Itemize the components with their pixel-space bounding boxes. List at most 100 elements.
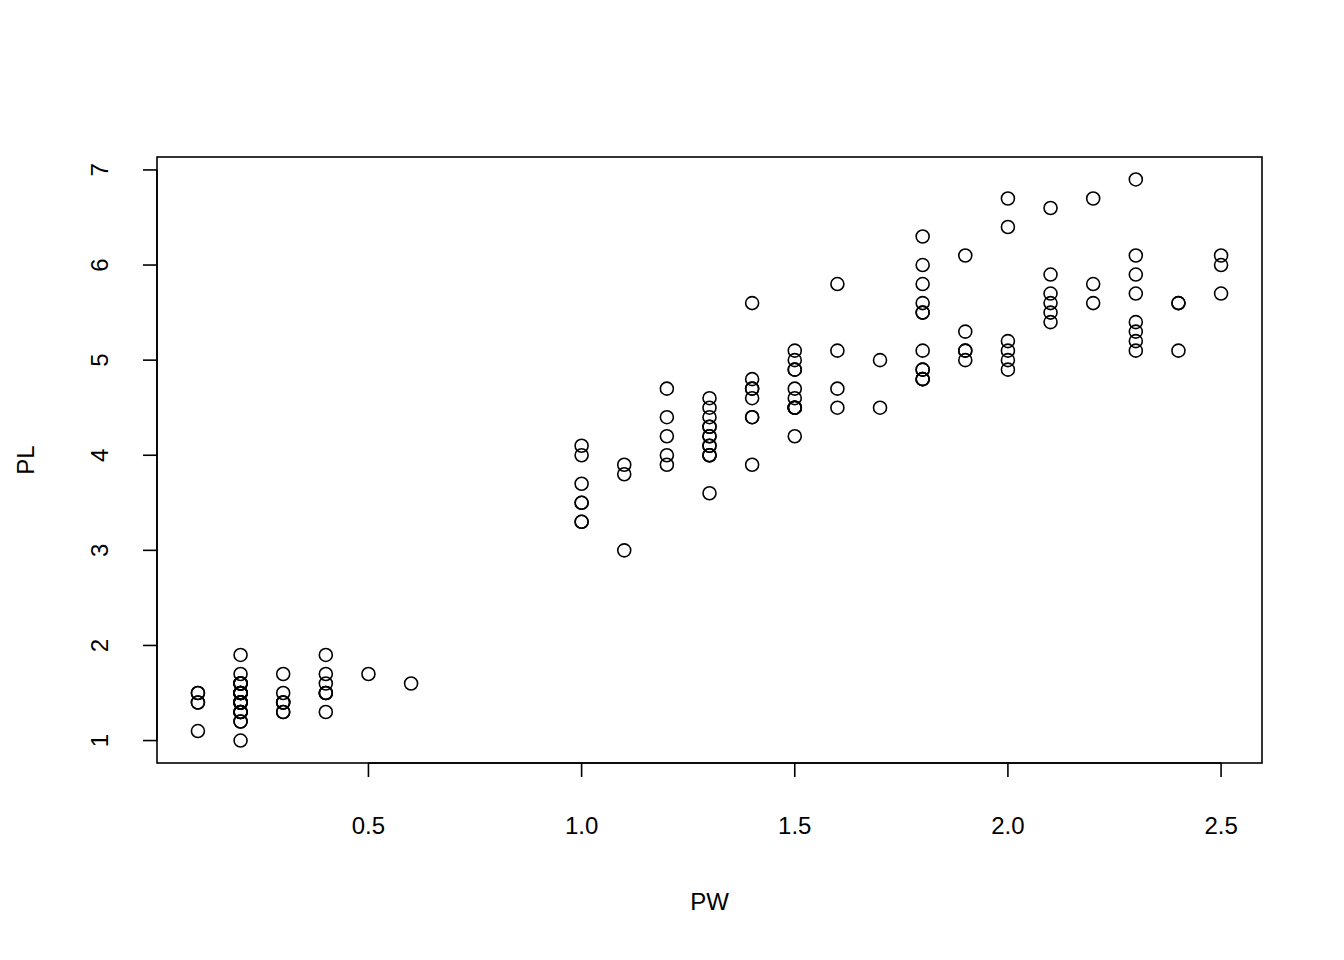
point [1087, 192, 1100, 205]
point [191, 696, 204, 709]
point [703, 420, 716, 433]
point [788, 344, 801, 357]
point [234, 696, 247, 709]
point [1129, 268, 1142, 281]
tick-label: 2 [86, 639, 113, 652]
tick [1007, 763, 1009, 777]
tick-label: 3 [86, 544, 113, 557]
point [788, 401, 801, 414]
point [746, 373, 759, 386]
point [1087, 278, 1100, 291]
point [1215, 287, 1228, 300]
tick-label: 5 [86, 353, 113, 366]
page: {"chart_data": {"type": "scatter", "x_la… [0, 0, 1344, 960]
point [788, 382, 801, 395]
point [916, 344, 929, 357]
point [916, 278, 929, 291]
point [234, 696, 247, 709]
point [277, 696, 290, 709]
point [831, 382, 844, 395]
point [788, 401, 801, 414]
point [234, 696, 247, 709]
point [191, 696, 204, 709]
tick [1220, 763, 1222, 777]
point [405, 677, 418, 690]
point [234, 734, 247, 747]
point [746, 411, 759, 424]
point [916, 373, 929, 386]
tick [143, 550, 157, 552]
point [277, 696, 290, 709]
point [660, 430, 673, 443]
point [234, 696, 247, 709]
point [618, 468, 631, 481]
tick-label: 0.5 [352, 812, 385, 839]
tick [143, 454, 157, 456]
tick [143, 645, 157, 647]
tick-label: 1.0 [565, 812, 598, 839]
x-axis-title: PW [690, 888, 729, 915]
point [1215, 249, 1228, 262]
plot-frame [157, 157, 1262, 763]
point [1001, 192, 1014, 205]
point [319, 687, 332, 700]
point [234, 696, 247, 709]
point [703, 439, 716, 452]
point [319, 648, 332, 661]
point [575, 515, 588, 528]
tick [143, 169, 157, 171]
point [1044, 268, 1057, 281]
point [959, 354, 972, 367]
point [618, 544, 631, 557]
point [916, 306, 929, 319]
point [831, 401, 844, 414]
point [575, 496, 588, 509]
point [575, 439, 588, 452]
point [788, 401, 801, 414]
tick-label: 4 [86, 449, 113, 462]
point [575, 515, 588, 528]
point [234, 696, 247, 709]
tick-label: 7 [86, 163, 113, 176]
point [1044, 297, 1057, 310]
point [660, 382, 673, 395]
point [1044, 316, 1057, 329]
point [1087, 297, 1100, 310]
point [234, 648, 247, 661]
point [234, 696, 247, 709]
point [1172, 297, 1185, 310]
point [234, 696, 247, 709]
point [788, 401, 801, 414]
y-axis-title: PL [12, 445, 39, 474]
point [746, 458, 759, 471]
point [1001, 220, 1014, 233]
point [788, 430, 801, 443]
point [746, 411, 759, 424]
point [959, 249, 972, 262]
y-axis: 1234567 [86, 163, 157, 747]
tick [368, 763, 370, 777]
tick-label: 6 [86, 258, 113, 271]
point [575, 496, 588, 509]
point [1001, 363, 1014, 376]
point [916, 373, 929, 386]
point [703, 487, 716, 500]
point [1129, 335, 1142, 348]
point [575, 477, 588, 490]
tick-label: 2.0 [991, 812, 1024, 839]
tick-label: 1.5 [778, 812, 811, 839]
point [1044, 201, 1057, 214]
point [277, 696, 290, 709]
point [746, 392, 759, 405]
point [874, 401, 887, 414]
point [746, 297, 759, 310]
point [319, 687, 332, 700]
point [319, 687, 332, 700]
point [1129, 287, 1142, 300]
tick [581, 763, 583, 777]
point [788, 401, 801, 414]
point [831, 344, 844, 357]
x-axis: 0.51.01.52.02.5 [352, 763, 1238, 839]
point [1172, 344, 1185, 357]
tick [143, 264, 157, 266]
